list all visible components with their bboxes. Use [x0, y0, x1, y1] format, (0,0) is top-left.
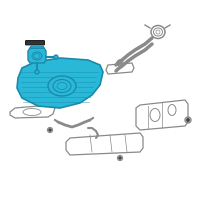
Polygon shape: [28, 48, 46, 63]
Polygon shape: [17, 58, 103, 108]
Ellipse shape: [48, 76, 76, 96]
Ellipse shape: [48, 129, 52, 132]
Ellipse shape: [118, 156, 122, 160]
Ellipse shape: [35, 70, 39, 74]
Ellipse shape: [32, 52, 42, 60]
Ellipse shape: [186, 118, 190, 122]
Polygon shape: [30, 46, 44, 48]
Ellipse shape: [118, 62, 122, 64]
FancyBboxPatch shape: [26, 41, 44, 45]
Ellipse shape: [54, 55, 58, 59]
